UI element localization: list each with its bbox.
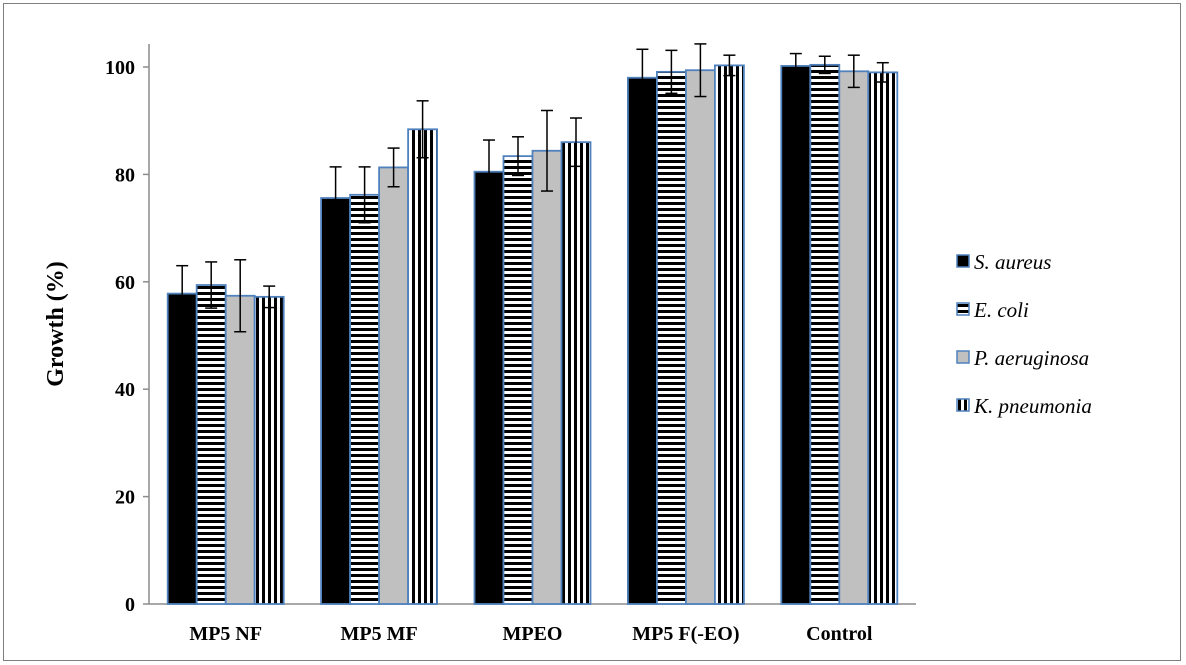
bar [809, 63, 841, 605]
bar [166, 292, 198, 605]
bar [627, 76, 658, 605]
legend-swatch [956, 398, 970, 412]
category-label: MP5 F(-EO) [632, 623, 739, 645]
category-label: MP5 MF [341, 623, 418, 645]
bar [685, 69, 716, 605]
bar [195, 284, 227, 605]
bar [378, 166, 410, 605]
y-tick-label: 40 [115, 379, 135, 401]
category-label: Control [806, 623, 873, 645]
category-label: MPEO [503, 623, 563, 645]
bar [714, 64, 745, 605]
legend-label: K. pneumonia [973, 394, 1092, 418]
legend-swatch [956, 350, 970, 364]
category-label: MP5 NF [189, 623, 262, 645]
chart-frame: 0 20 40 60 80 100 MP5 NF MP5 MF MPEO MP5 F(-EO) C… [3, 3, 1181, 661]
legend-swatch [956, 254, 970, 268]
bar [502, 155, 534, 605]
bar [473, 170, 505, 605]
bars [166, 63, 899, 605]
legend-swatch [956, 302, 970, 316]
bar [253, 295, 285, 605]
bar [531, 149, 563, 605]
bar [224, 294, 256, 605]
legend: S. aureus E. coli P. aeruginosa K. pneumoni… [956, 250, 1092, 418]
legend-label: S. aureus [974, 250, 1051, 274]
y-axis-label: Growth (%) [43, 261, 69, 387]
bar [867, 71, 899, 605]
y-ticks: 0 20 40 60 80 100 [105, 57, 149, 616]
bar-chart: 0 20 40 60 80 100 MP5 NF MP5 MF MPEO MP5 F(-EO) C… [43, 43, 1092, 645]
bar [560, 141, 592, 605]
y-tick-label: 0 [125, 594, 135, 616]
bar [838, 70, 870, 605]
legend-label: P. aeruginosa [973, 346, 1089, 370]
bar [349, 193, 381, 605]
error-bars [176, 43, 889, 333]
bar [407, 128, 439, 605]
bar [780, 65, 812, 605]
bar [320, 197, 352, 605]
legend-label: E. coli [973, 298, 1029, 322]
y-tick-label: 80 [115, 164, 135, 186]
y-tick-label: 60 [115, 272, 135, 294]
y-tick-label: 20 [115, 487, 135, 509]
bar [656, 70, 687, 605]
category-labels: MP5 NF MP5 MF MPEO MP5 F(-EO) Control [189, 623, 873, 645]
y-tick-label: 100 [105, 57, 135, 79]
